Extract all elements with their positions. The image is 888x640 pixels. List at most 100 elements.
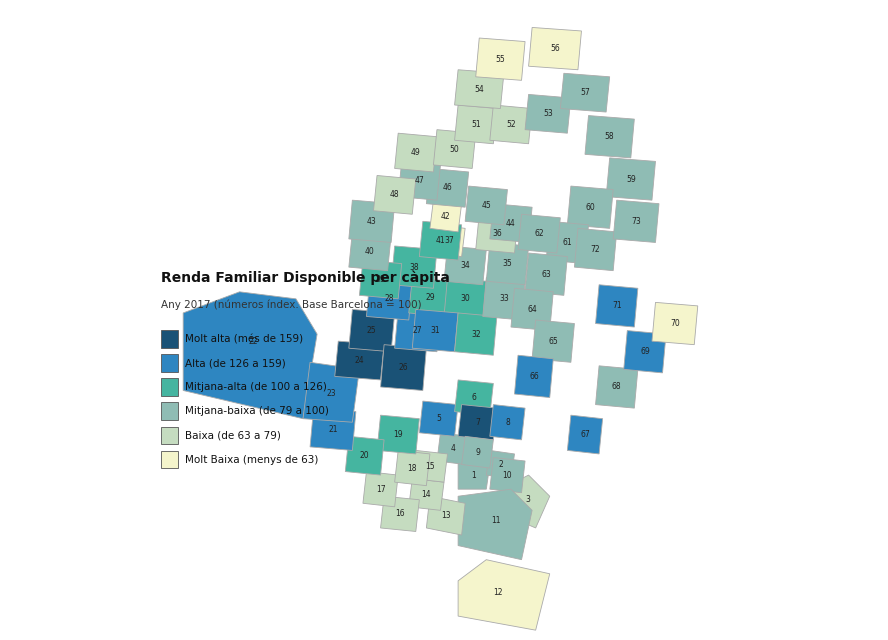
- Text: Renda Familiar Disponible per càpita: Renda Familiar Disponible per càpita: [161, 271, 449, 285]
- Text: 51: 51: [471, 120, 480, 129]
- Text: 8: 8: [505, 418, 510, 427]
- Text: 69: 69: [640, 348, 650, 356]
- Polygon shape: [490, 204, 532, 243]
- Text: 40: 40: [365, 247, 375, 256]
- Polygon shape: [596, 366, 638, 408]
- Text: 17: 17: [376, 484, 385, 493]
- Polygon shape: [525, 253, 567, 295]
- Text: 12: 12: [493, 588, 503, 596]
- Polygon shape: [483, 278, 525, 320]
- Polygon shape: [335, 341, 385, 380]
- Text: 27: 27: [413, 326, 423, 335]
- Polygon shape: [518, 214, 560, 253]
- Text: 29: 29: [425, 292, 435, 301]
- Text: 46: 46: [442, 183, 452, 193]
- Text: Mitjana-alta (de 100 a 126): Mitjana-alta (de 100 a 126): [185, 382, 327, 392]
- Text: 30: 30: [460, 294, 470, 303]
- Text: 32: 32: [471, 330, 480, 339]
- Text: 23: 23: [327, 388, 336, 397]
- Polygon shape: [567, 186, 614, 228]
- Polygon shape: [394, 451, 430, 486]
- Text: 66: 66: [529, 372, 539, 381]
- Text: 44: 44: [506, 219, 516, 228]
- Text: 55: 55: [496, 54, 505, 63]
- Text: 42: 42: [441, 212, 450, 221]
- Text: 67: 67: [580, 430, 590, 439]
- Polygon shape: [377, 415, 419, 454]
- Polygon shape: [426, 168, 469, 207]
- Text: 31: 31: [431, 326, 440, 335]
- Polygon shape: [458, 461, 490, 489]
- Polygon shape: [458, 559, 550, 630]
- Text: 49: 49: [411, 148, 421, 157]
- Polygon shape: [476, 214, 518, 253]
- Text: 47: 47: [415, 176, 424, 185]
- Polygon shape: [528, 28, 582, 70]
- Polygon shape: [412, 309, 458, 352]
- Text: 19: 19: [393, 430, 403, 439]
- Polygon shape: [455, 313, 497, 355]
- Polygon shape: [310, 408, 356, 451]
- Text: Molt alta (més de 159): Molt alta (més de 159): [185, 334, 303, 344]
- Polygon shape: [532, 320, 575, 362]
- Polygon shape: [476, 38, 525, 81]
- Polygon shape: [437, 433, 469, 465]
- Text: 52: 52: [506, 120, 516, 129]
- Polygon shape: [455, 380, 494, 415]
- Text: Baixa (de 63 a 79): Baixa (de 63 a 79): [185, 431, 281, 440]
- Polygon shape: [394, 309, 440, 352]
- Polygon shape: [412, 451, 448, 482]
- Polygon shape: [623, 331, 666, 373]
- Polygon shape: [596, 285, 638, 327]
- Text: 37: 37: [444, 236, 454, 245]
- FancyBboxPatch shape: [161, 330, 178, 348]
- Text: 68: 68: [612, 383, 622, 392]
- Text: 54: 54: [474, 84, 484, 93]
- FancyBboxPatch shape: [161, 451, 178, 468]
- Text: 70: 70: [670, 319, 679, 328]
- Polygon shape: [408, 479, 444, 510]
- Text: 61: 61: [563, 238, 572, 247]
- FancyBboxPatch shape: [161, 378, 178, 396]
- Text: 39: 39: [376, 275, 385, 284]
- Polygon shape: [363, 472, 398, 507]
- Polygon shape: [465, 186, 507, 225]
- Text: Mitjana-baixa (de 79 a 100): Mitjana-baixa (de 79 a 100): [185, 406, 329, 417]
- Polygon shape: [575, 228, 616, 271]
- Polygon shape: [487, 243, 528, 285]
- Polygon shape: [183, 292, 317, 419]
- Polygon shape: [374, 175, 416, 214]
- Polygon shape: [455, 70, 503, 109]
- Polygon shape: [303, 362, 360, 422]
- Polygon shape: [408, 278, 451, 316]
- FancyBboxPatch shape: [161, 403, 178, 420]
- Polygon shape: [444, 278, 487, 320]
- Text: 56: 56: [551, 44, 560, 53]
- Text: 3: 3: [526, 495, 530, 504]
- Polygon shape: [430, 200, 462, 232]
- Polygon shape: [455, 105, 497, 144]
- Text: Any 2017 (números índex. Base Barcelona = 100): Any 2017 (números índex. Base Barcelona …: [161, 300, 422, 310]
- Polygon shape: [360, 260, 401, 299]
- Text: 58: 58: [605, 132, 614, 141]
- Polygon shape: [433, 225, 465, 257]
- Text: 5: 5: [436, 414, 441, 423]
- Polygon shape: [444, 246, 487, 285]
- Polygon shape: [426, 496, 465, 535]
- Polygon shape: [419, 401, 458, 436]
- Polygon shape: [433, 130, 476, 168]
- Text: 59: 59: [626, 175, 636, 184]
- Polygon shape: [458, 489, 532, 559]
- Polygon shape: [652, 302, 698, 345]
- Text: 60: 60: [585, 203, 595, 212]
- Polygon shape: [511, 475, 550, 528]
- Polygon shape: [458, 404, 497, 440]
- Polygon shape: [614, 200, 659, 243]
- Polygon shape: [349, 309, 394, 352]
- Polygon shape: [585, 116, 634, 158]
- Text: 35: 35: [503, 259, 512, 268]
- Polygon shape: [546, 221, 589, 264]
- Polygon shape: [345, 436, 385, 475]
- Text: 48: 48: [390, 190, 400, 200]
- Polygon shape: [511, 288, 553, 331]
